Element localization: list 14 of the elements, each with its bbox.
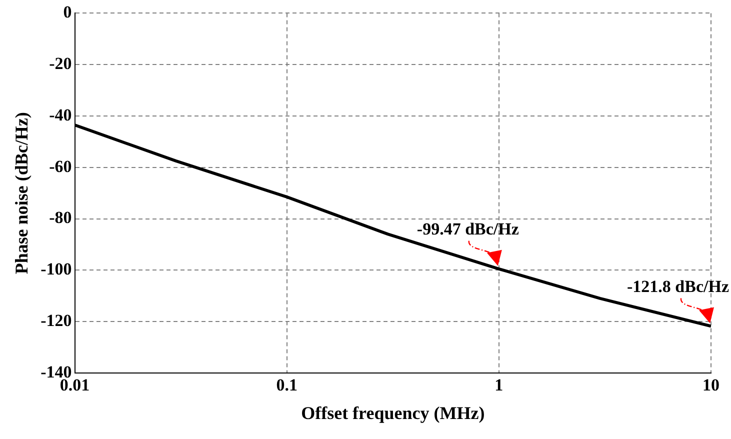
y-tick-label: -120 [40,310,72,330]
x-tick-label: 0.1 [276,376,298,395]
y-tick-label: -40 [49,105,72,124]
y-tick-label: -100 [40,260,72,279]
y-axis-title: Phase noise (dBc/Hz) [11,112,32,274]
x-tick-label: 1 [494,376,504,395]
annotation: -121.8 dBc/Hz [627,277,730,296]
annotation: -99.47 dBc/Hz [416,220,520,239]
y-tick-label: -20 [49,54,72,73]
x-axis-title: Offset frequency (MHz) [301,402,485,423]
y-tick-label: -60 [49,156,72,176]
x-tick-label: 10 [702,376,720,395]
y-tick-label: 0 [63,2,72,22]
y-tick-label: -80 [49,208,72,228]
